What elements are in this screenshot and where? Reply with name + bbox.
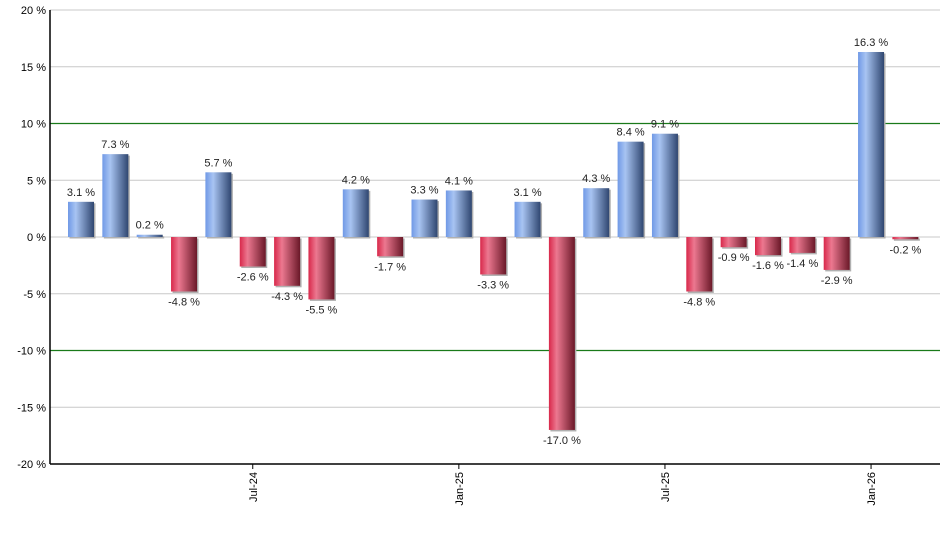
bar (755, 237, 781, 256)
bar-value-label: -1.6 % (752, 260, 784, 272)
bar-value-label: -2.9 % (821, 275, 853, 287)
bar (514, 201, 541, 237)
y-tick-label: -5 % (23, 289, 46, 301)
bar (205, 172, 232, 237)
bar (858, 51, 885, 238)
bar-value-label: 4.1 % (445, 175, 473, 187)
bar (686, 237, 713, 292)
bar-value-label: -4.8 % (168, 296, 200, 308)
y-tick-label: -15 % (17, 402, 46, 414)
axes: 20 % 15 % 10 % 5 % 0 % -5 % -10 % -15 % -20 % Jul… (17, 5, 940, 506)
bar (651, 133, 678, 237)
bar (411, 199, 438, 237)
bar (583, 188, 610, 237)
bar (548, 237, 575, 430)
bar-value-label: -4.8 % (683, 296, 715, 308)
bar-value-label: 5.7 % (204, 157, 232, 169)
bar-value-label: -4.3 % (271, 291, 303, 303)
bar (445, 190, 472, 237)
bar-value-label: 3.3 % (410, 185, 438, 197)
bar (136, 234, 163, 237)
x-tick-label: Jan-25 (454, 472, 466, 506)
bar-shadow (138, 236, 165, 239)
bar (377, 237, 404, 257)
bar (617, 141, 644, 237)
bar (308, 237, 335, 300)
bar-value-label: 4.2 % (342, 174, 370, 186)
bar-value-label: -1.4 % (786, 258, 818, 270)
bar (171, 237, 198, 292)
x-tick-label: Jul-24 (248, 472, 260, 502)
bar (342, 189, 369, 237)
bar (789, 237, 816, 253)
bar-value-label: -17.0 % (543, 435, 581, 447)
value-labels: 3.1 % 7.3 % 0.2 % -4.8 % 5.7 % -2.6 %-4.3 %-5… (67, 37, 922, 447)
bar-value-label: -3.3 % (477, 279, 509, 291)
bar-shadow (893, 238, 920, 241)
bar (239, 237, 266, 267)
bar (102, 154, 129, 237)
bar-value-label: 7.3 % (101, 139, 129, 151)
bar-value-label: -0.2 % (890, 244, 922, 256)
y-tick-label: 0 % (27, 232, 46, 244)
bar-value-label: 3.1 % (67, 187, 95, 199)
bar-value-label: 8.4 % (617, 127, 645, 139)
bar-value-label: 16.3 % (854, 37, 888, 49)
bar (892, 237, 919, 240)
x-tick-label: Jan-26 (866, 472, 878, 506)
bar (68, 201, 94, 237)
bar (720, 237, 747, 248)
bar-value-label: -2.6 % (237, 272, 269, 284)
bar-value-label: 9.1 % (651, 119, 679, 131)
bar-value-label: 0.2 % (136, 220, 164, 232)
y-tick-label: 20 % (21, 5, 46, 17)
bar (823, 237, 850, 270)
bar-value-label: -5.5 % (306, 304, 338, 316)
y-tick-label: 10 % (21, 119, 46, 131)
y-tick-label: 15 % (21, 62, 46, 74)
y-tick-label: -20 % (17, 459, 46, 471)
x-tick-label: Jul-25 (660, 472, 672, 502)
bars (68, 51, 920, 432)
bar-value-label: -1.7 % (374, 261, 406, 273)
bar-value-label: -0.9 % (718, 252, 750, 264)
bar (274, 237, 301, 286)
bar (480, 237, 507, 275)
y-tick-label: -10 % (17, 346, 46, 358)
y-tick-label: 5 % (27, 175, 46, 187)
bar-value-label: 4.3 % (582, 173, 610, 185)
bar-value-label: 3.1 % (513, 187, 541, 199)
